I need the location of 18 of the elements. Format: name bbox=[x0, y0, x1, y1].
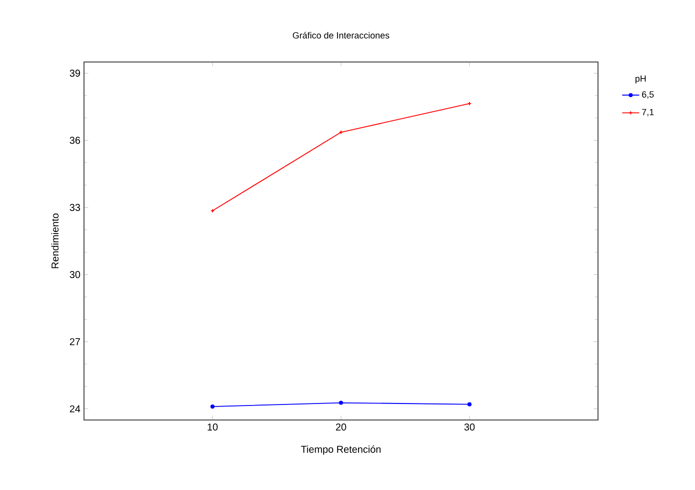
point bbox=[338, 400, 344, 405]
x-axis-title: Tiempo Retención bbox=[300, 445, 381, 455]
chart-title: Gráfico de Interacciones bbox=[292, 32, 390, 39]
y-tick-label: 36 bbox=[70, 136, 80, 144]
point bbox=[467, 402, 472, 406]
y-tick-label: 27 bbox=[70, 338, 80, 346]
legend-label: 7,1 bbox=[642, 108, 654, 116]
point bbox=[210, 404, 215, 409]
legend-label: 6,5 bbox=[642, 91, 654, 99]
y-axis-title: Rendimiento bbox=[51, 213, 59, 268]
x-tick-label: 20 bbox=[336, 424, 346, 431]
x-tick-label: 30 bbox=[464, 424, 475, 431]
legend-title: pH bbox=[636, 76, 646, 84]
y-tick-label: 33 bbox=[70, 204, 80, 211]
y-tick-label: 24 bbox=[70, 405, 80, 412]
x-tick-label: 10 bbox=[208, 424, 218, 431]
y-tick-label: 30 bbox=[70, 271, 80, 278]
y-tick-label: 39 bbox=[70, 70, 80, 77]
